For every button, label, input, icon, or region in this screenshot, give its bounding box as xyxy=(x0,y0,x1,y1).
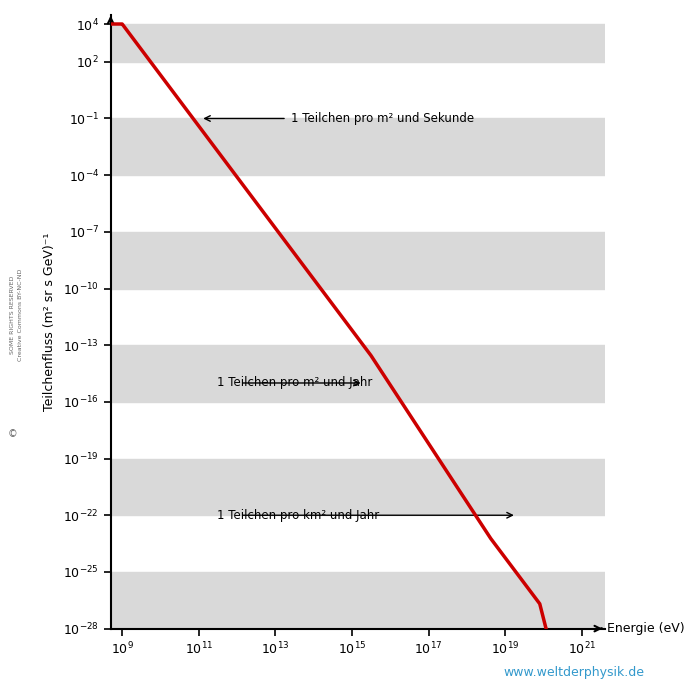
Bar xyxy=(111,118,605,175)
Bar xyxy=(111,232,605,288)
Bar xyxy=(111,572,605,629)
Text: SOME RIGHTS RESERVED: SOME RIGHTS RESERVED xyxy=(10,276,15,354)
Text: ©: © xyxy=(8,429,18,439)
Bar xyxy=(111,458,605,515)
Bar xyxy=(111,345,605,402)
Text: Energie (eV): Energie (eV) xyxy=(607,622,685,635)
Text: www.weltderphysik.de: www.weltderphysik.de xyxy=(503,666,644,679)
Text: 1 Teilchen pro km² und Jahr: 1 Teilchen pro km² und Jahr xyxy=(217,509,379,522)
Text: 1 Teilchen pro m² und Sekunde: 1 Teilchen pro m² und Sekunde xyxy=(290,112,474,125)
Y-axis label: Teilchenfluss (m² sr s GeV)⁻¹: Teilchenfluss (m² sr s GeV)⁻¹ xyxy=(43,232,56,411)
Text: 1 Teilchen pro m² und Jahr: 1 Teilchen pro m² und Jahr xyxy=(217,377,372,389)
Bar xyxy=(111,24,605,62)
Text: Creative Commons BY-NC-ND: Creative Commons BY-NC-ND xyxy=(18,269,24,361)
